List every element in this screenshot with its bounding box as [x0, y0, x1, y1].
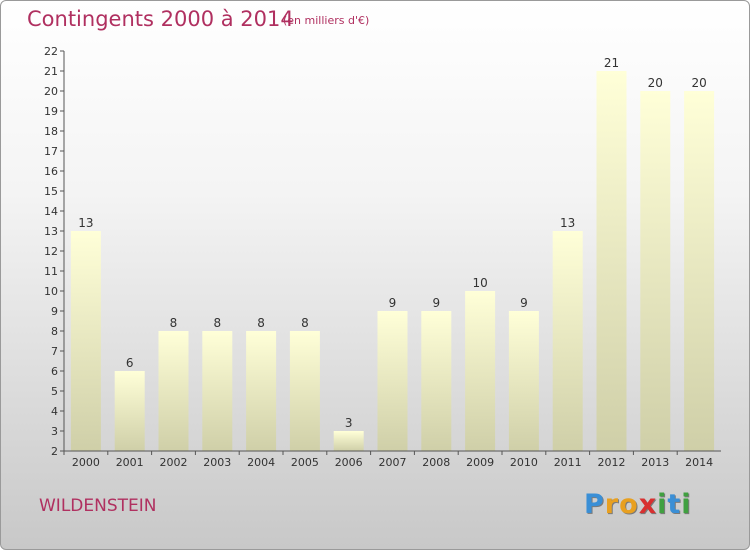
y-tick-label-5: 5	[51, 385, 58, 398]
value-label-2008: 9	[432, 296, 440, 310]
x-tick-label-2005: 2005	[291, 456, 319, 469]
y-tick-label-9: 9	[51, 305, 58, 318]
chart-title: Contingents 2000 à 2014	[27, 7, 294, 31]
logo-letter: i	[657, 489, 668, 520]
bar-2010	[508, 311, 539, 451]
x-tick-label-2008: 2008	[422, 456, 450, 469]
x-tick-label-2010: 2010	[510, 456, 538, 469]
y-tick-label-19: 19	[44, 105, 58, 118]
x-tick-label-2003: 2003	[203, 456, 231, 469]
value-label-2000: 13	[78, 216, 93, 230]
logo-letter: o	[619, 489, 639, 520]
bar-2002	[158, 331, 189, 451]
bar-2005	[289, 331, 320, 451]
value-label-2010: 9	[520, 296, 528, 310]
x-tick-label-2000: 2000	[72, 456, 100, 469]
x-tick-label-2001: 2001	[116, 456, 144, 469]
bar-2000	[70, 231, 101, 451]
value-label-2005: 8	[301, 316, 309, 330]
y-tick-label-2: 2	[51, 445, 58, 458]
y-tick-label-4: 4	[51, 405, 58, 418]
bar-2013	[640, 91, 671, 451]
y-tick-label-7: 7	[51, 345, 58, 358]
value-label-2002: 8	[170, 316, 178, 330]
bar-2012	[596, 71, 627, 451]
value-label-2014: 20	[691, 76, 706, 90]
logo-letter: i	[681, 489, 692, 520]
x-tick-label-2004: 2004	[247, 456, 275, 469]
y-tick-label-12: 12	[44, 245, 58, 258]
bar-2007	[377, 311, 408, 451]
value-label-2006: 3	[345, 416, 353, 430]
town-name: WILDENSTEIN	[39, 496, 157, 516]
logo-letter: x	[638, 489, 658, 520]
y-tick-label-18: 18	[44, 125, 58, 138]
value-label-2004: 8	[257, 316, 265, 330]
x-tick-label-2009: 2009	[466, 456, 494, 469]
value-label-2011: 13	[560, 216, 575, 230]
logo-letter: P	[584, 489, 605, 520]
x-tick-label-2007: 2007	[379, 456, 407, 469]
value-label-2013: 20	[648, 76, 663, 90]
bar-2008	[421, 311, 452, 451]
chart-subtitle: (en milliers d'€)	[283, 14, 370, 27]
logo-letter: t	[667, 489, 682, 520]
x-tick-label-2012: 2012	[598, 456, 626, 469]
bar-2011	[552, 231, 583, 451]
y-tick-label-6: 6	[51, 365, 58, 378]
x-tick-label-2014: 2014	[685, 456, 713, 469]
y-tick-label-3: 3	[51, 425, 58, 438]
bar-2009	[465, 291, 496, 451]
y-tick-label-17: 17	[44, 145, 58, 158]
y-tick-label-14: 14	[44, 205, 58, 218]
y-tick-label-15: 15	[44, 185, 58, 198]
y-tick-label-21: 21	[44, 65, 58, 78]
value-label-2001: 6	[126, 356, 134, 370]
y-tick-label-13: 13	[44, 225, 58, 238]
y-tick-label-10: 10	[44, 285, 58, 298]
logo-letter: r	[604, 489, 620, 520]
y-tick-label-11: 11	[44, 265, 58, 278]
x-tick-label-2013: 2013	[641, 456, 669, 469]
bar-2014	[684, 91, 715, 451]
value-label-2003: 8	[213, 316, 221, 330]
bar-2004	[246, 331, 277, 451]
y-tick-label-16: 16	[44, 165, 58, 178]
y-tick-label-20: 20	[44, 85, 58, 98]
proxiti-logo[interactable]: Proxiti	[584, 489, 692, 520]
bar-2003	[202, 331, 233, 451]
bar-2006	[333, 431, 364, 451]
y-tick-label-22: 22	[44, 45, 58, 58]
x-tick-label-2011: 2011	[554, 456, 582, 469]
bars-layer: 13 6 8 8 8 8 3 9 9 10 9 13 21 20 20	[70, 56, 715, 451]
value-label-2012: 21	[604, 56, 619, 70]
y-tick-label-8: 8	[51, 325, 58, 338]
x-tick-label-2002: 2002	[160, 456, 188, 469]
value-label-2007: 9	[389, 296, 397, 310]
x-tick-label-2006: 2006	[335, 456, 363, 469]
bar-2001	[114, 371, 145, 451]
value-label-2009: 10	[472, 276, 487, 290]
axis-layer: 2000 2001 2002 2003 2004 2005 2006 2007 2008 2009…	[44, 45, 721, 469]
